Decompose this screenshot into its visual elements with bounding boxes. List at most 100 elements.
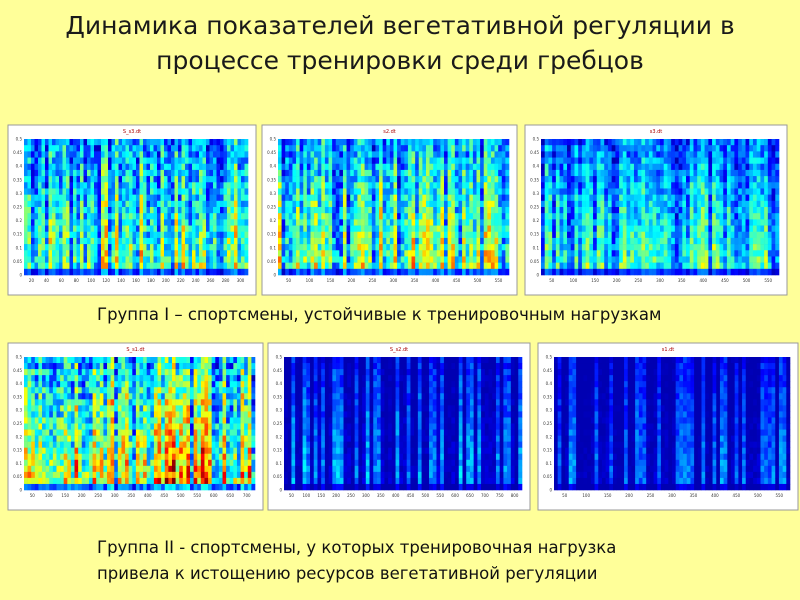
spectrum-cell (436, 194, 441, 202)
spectrum-cell (712, 244, 717, 251)
spectrum-cell (150, 207, 154, 214)
spectrum-cell (498, 268, 503, 276)
spectrum-cell (62, 194, 67, 202)
spectrum-cell (128, 387, 133, 394)
spectrum-cell (494, 200, 499, 208)
spectrum-cell (299, 169, 304, 177)
spectrum-cell (596, 262, 601, 270)
spectrum-cell (52, 262, 56, 270)
spectrum-cell (34, 441, 39, 448)
spectrum-cell (67, 459, 72, 467)
spectrum-cell (505, 169, 510, 177)
spectrum-cell (346, 139, 351, 146)
spectrum-cell (237, 139, 242, 146)
spectrum-cell (364, 250, 369, 257)
spectrum-cell (371, 237, 376, 245)
spectrum-cell (375, 244, 380, 251)
spectrum-cell (490, 176, 495, 183)
spectrum-cell (181, 200, 186, 208)
spectrum-cell (436, 219, 441, 226)
spectrum-cell (578, 176, 583, 183)
spectrum-cell (41, 139, 46, 146)
spectrum-cell (760, 163, 765, 171)
spectrum-cell (38, 139, 42, 146)
spectrum-cell (375, 163, 380, 171)
spectrum-cell (76, 231, 81, 239)
spectrum-cell (630, 262, 635, 270)
spectrum-cell (559, 256, 564, 263)
spectrum-cell (555, 256, 560, 263)
spectrum-cell (462, 237, 466, 245)
spectrum-cell (234, 256, 238, 263)
spectrum-cell (143, 250, 147, 257)
spectrum-cell (760, 256, 765, 263)
spectrum-cell (749, 194, 754, 202)
spectrum-cell (764, 188, 769, 195)
spectrum-cell (178, 219, 182, 226)
spectrum-cell (682, 200, 687, 208)
spectrum-cell (454, 151, 459, 158)
spectrum-cell (483, 262, 488, 270)
spectrum-cell (667, 188, 672, 195)
spectrum-cell (324, 163, 329, 171)
spectrum-cell (143, 219, 147, 226)
spectrum-cell (622, 207, 627, 214)
spectrum-cell (110, 435, 115, 442)
spectrum-cell (213, 200, 217, 208)
x-tick-label: 300 (656, 278, 664, 283)
spectrum-cell (730, 256, 735, 263)
spectrum-cell (48, 262, 53, 270)
spectrum-cell (296, 176, 300, 183)
spectrum-cell (760, 244, 765, 251)
spectrum-cell (490, 237, 495, 245)
spectrum-cell (440, 213, 445, 220)
spectrum-cell (227, 200, 231, 208)
spectrum-cell (472, 213, 477, 220)
spectrum-cell (125, 262, 130, 270)
spectrum-cell (389, 145, 394, 152)
spectrum-cell (357, 244, 362, 251)
spectrum-cell (27, 435, 32, 442)
spectrum-cell (364, 145, 369, 152)
spectrum-cell (483, 268, 488, 276)
spectrum-cell (174, 176, 179, 183)
spectrum-cell (299, 207, 304, 214)
spectrum-cell (501, 231, 506, 239)
spectrum-cell (501, 268, 506, 276)
spectrum-cell (544, 219, 549, 226)
spectrum-cell (292, 169, 297, 177)
spectrum-cell (185, 194, 189, 202)
spectrum-cell (454, 225, 459, 233)
spectrum-cell (303, 194, 308, 202)
spectrum-cell (505, 145, 510, 152)
spectrum-cell (24, 465, 28, 473)
spectrum-cell (760, 139, 765, 146)
spectrum-cell (589, 237, 594, 245)
spectrum-cell (85, 387, 90, 394)
spectrum-cell (38, 219, 42, 226)
spectrum-cell (422, 151, 427, 158)
spectrum-cell (386, 237, 391, 245)
spectrum-cell (31, 182, 35, 189)
spectrum-cell (633, 256, 638, 263)
spectrum-cell (611, 169, 616, 177)
spectrum-cell (164, 207, 168, 214)
spectrum-cell (111, 244, 116, 251)
spectrum-cell (767, 182, 772, 189)
spectrum-cell (494, 188, 499, 195)
spectrum-cell (615, 169, 620, 177)
spectrum-cell (619, 169, 624, 177)
spectrum-cell (45, 393, 50, 400)
spectrum-cell (641, 219, 646, 226)
spectrum-cell (708, 169, 713, 177)
spectrum-cell (59, 219, 63, 226)
spectrum-cell (386, 194, 391, 202)
spectrum-cell (171, 244, 175, 251)
spectrum-cell (498, 157, 503, 165)
spectrum-cell (63, 447, 68, 455)
spectrum-cell (206, 194, 210, 202)
spectrum-cell (440, 262, 445, 270)
spectrum-cell (285, 163, 290, 171)
spectrum-cell (288, 157, 293, 165)
spectrum-cell (480, 163, 485, 171)
